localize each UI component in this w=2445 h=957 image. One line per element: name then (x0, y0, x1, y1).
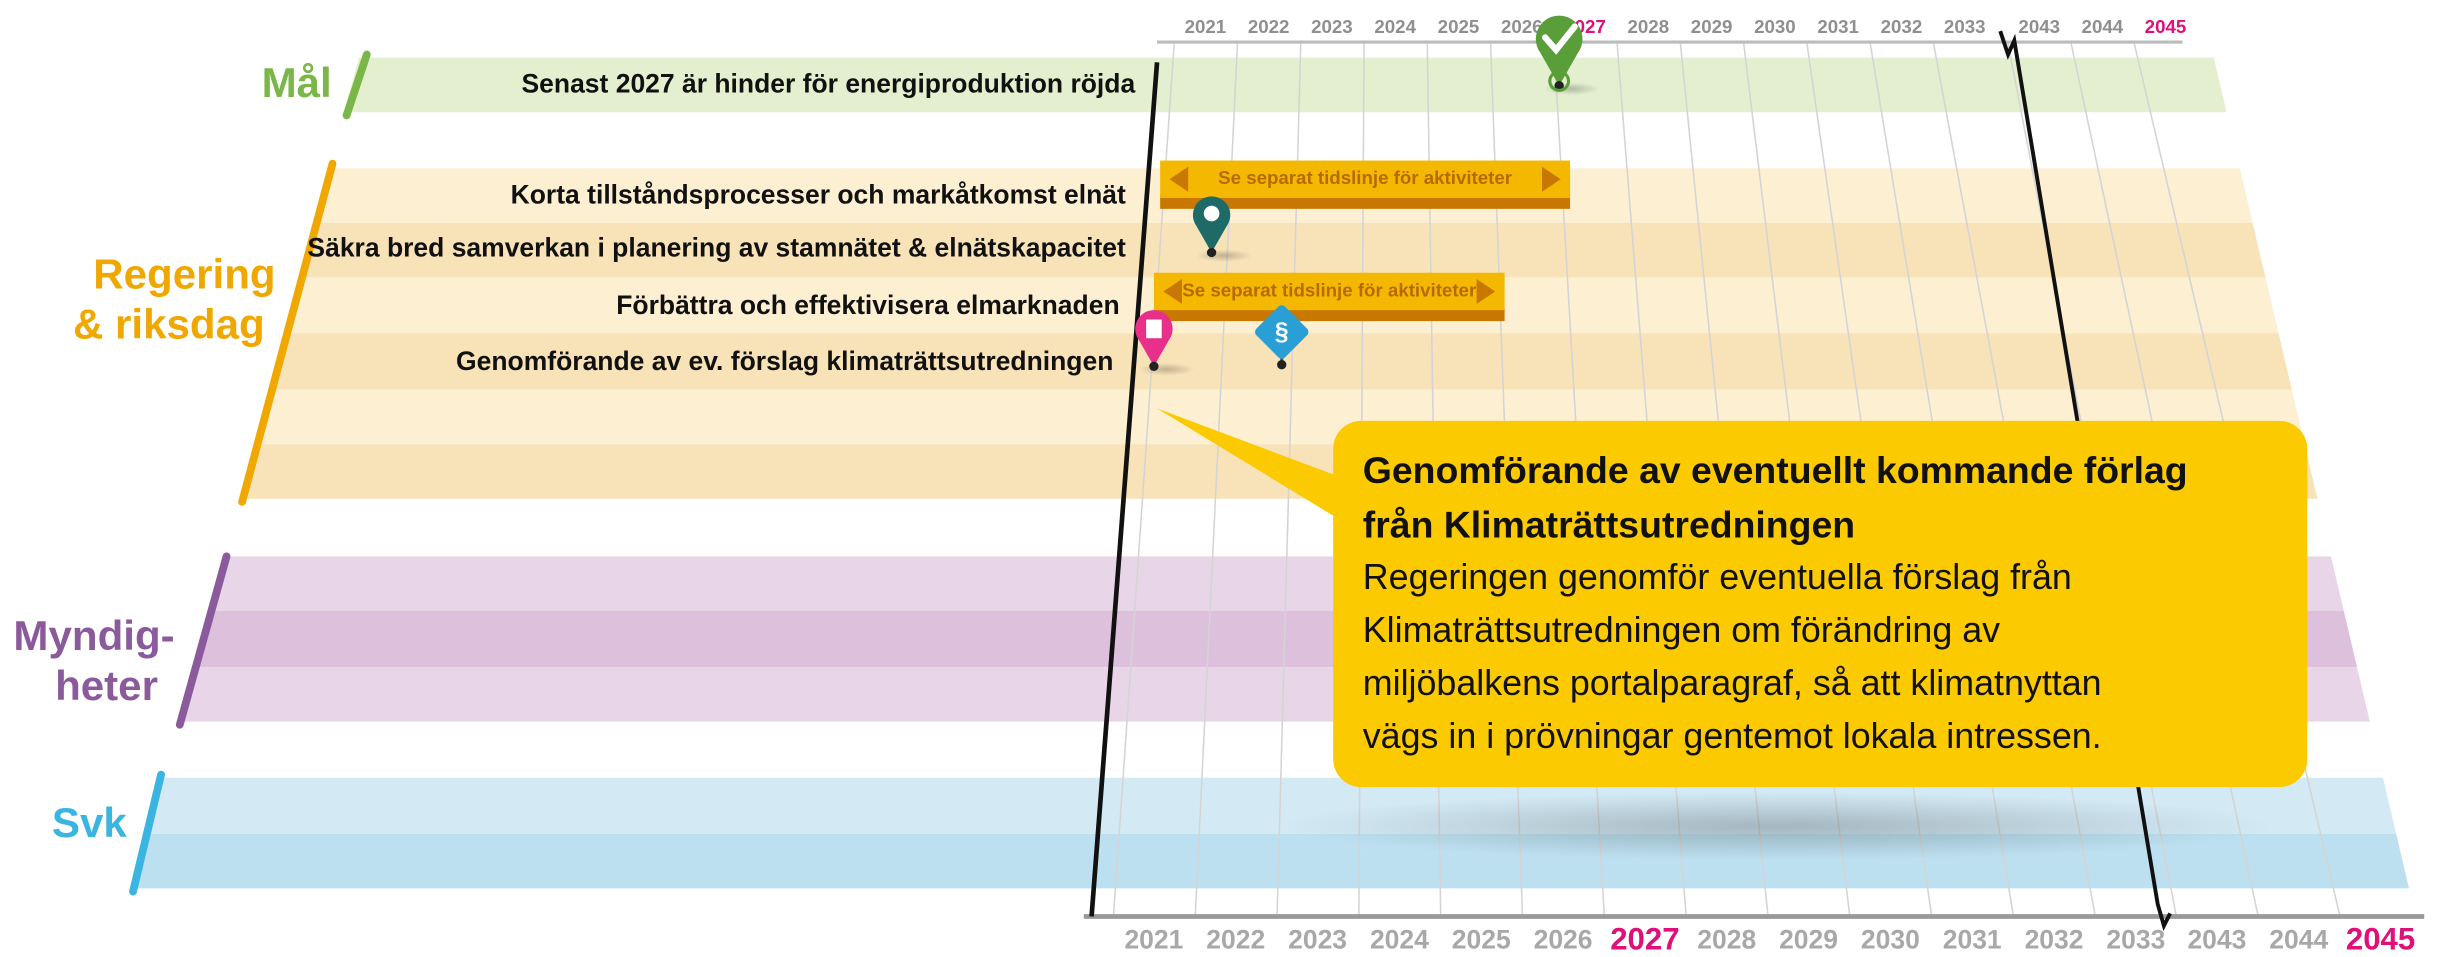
group-label: Mål (262, 59, 332, 106)
bar-label: Se separat tidslinje för aktiviteter (1218, 167, 1512, 188)
bottom-year-label: 2032 (2025, 924, 2084, 954)
bar-side (1160, 194, 1571, 209)
top-year-label: 2045 (2145, 16, 2187, 37)
group-label: Svk (52, 799, 127, 846)
callout-title: Genomförande av eventuellt kommande förl… (1363, 449, 2188, 491)
bottom-year-label: 2031 (1943, 924, 2002, 954)
bottom-year-label: 2045 (2346, 922, 2415, 957)
row-label: Säkra bred samverkan i planering av stam… (307, 232, 1126, 262)
row-label: Genomförande av ev. förslag klimaträttsu… (456, 346, 1113, 376)
pin-dot (1206, 247, 1217, 258)
law-symbol: § (1275, 318, 1289, 346)
bar-arrow (1169, 166, 1189, 192)
top-year-label: 2022 (1248, 16, 1290, 37)
top-year-label: 2031 (1817, 16, 1859, 37)
top-year-label: 2026 (1501, 16, 1543, 37)
callout-body: Regeringen genomför eventuella förslag f… (1363, 557, 2072, 597)
law-icon (1255, 305, 1309, 359)
top-year-label: 2030 (1754, 16, 1796, 37)
bottom-year-label: 2022 (1206, 924, 1265, 954)
bar-arrow (1542, 166, 1561, 192)
top-year-label: 2033 (1944, 16, 1986, 37)
foreground: 2021 2022 2023 2024 2025 2026 2027 2028 2029 2030… (13, 15, 2415, 957)
bottom-year-label: 2030 (1861, 924, 1920, 954)
top-year-label: 2025 (1438, 16, 1480, 37)
group-slash (175, 552, 231, 729)
pin-dot (1149, 361, 1159, 371)
pin-dot (1277, 360, 1287, 370)
bottom-year-label: 2026 (1534, 924, 1593, 954)
callout-shadow (1278, 791, 2277, 861)
callout-body: vägs in i prövningar gentemot lokala int… (1363, 716, 2102, 756)
top-year-label: 2023 (1311, 16, 1353, 37)
top-year-label: 2029 (1691, 16, 1733, 37)
bar-side (1153, 307, 1505, 322)
pin (1135, 310, 1173, 367)
goal-ring (1548, 70, 1571, 92)
bottom-year-label: 2024 (1370, 924, 1429, 954)
bar-arrow (1476, 278, 1496, 304)
bottom-year-label: 2027 (1610, 922, 1679, 957)
top-year-label: 2044 (2082, 16, 2124, 37)
bar-label: Se separat tidslinje för aktiviteter (1182, 279, 1476, 300)
row-label: Senast 2027 är hinder för energiprodukti… (522, 69, 1136, 99)
callout-title: från Klimaträttsutredningen (1363, 504, 1855, 546)
pin-hole (1203, 205, 1220, 222)
top-year-label: 2028 (1628, 16, 1670, 37)
bottom-year-label: 2033 (2106, 924, 2165, 954)
row-label: Förbättra och effektivisera elmarknaden (616, 290, 1119, 320)
bottom-year-label: 2021 (1124, 924, 1183, 954)
callout-body: Klimaträttsutredningen om förändring av (1363, 610, 2000, 650)
row-label: Korta tillståndsprocesser och markåtkoms… (511, 179, 1126, 209)
bar-arrow (1163, 278, 1182, 304)
activity-bar (1160, 160, 1571, 198)
group-slash (238, 159, 337, 506)
top-year-label: 2043 (2018, 16, 2060, 37)
bottom-year-label: 2023 (1288, 924, 1347, 954)
bottom-year-label: 2043 (2187, 924, 2246, 954)
now-line (1089, 62, 1160, 917)
bottom-year-label: 2028 (1697, 924, 1756, 954)
activity-bar (1153, 272, 1505, 311)
pin-shadow (1196, 249, 1253, 262)
group-label: Regering (93, 251, 275, 298)
group-slash (129, 770, 165, 896)
group-slash (342, 50, 371, 120)
doc-icon (1146, 319, 1162, 339)
pin-dot (1554, 81, 1564, 91)
group-label: Myndig- (13, 612, 174, 659)
group-label: & riksdag (73, 300, 265, 347)
lane-band (344, 57, 2227, 113)
bottom-year-label: 2029 (1779, 924, 1838, 954)
pin-shadow (1138, 363, 1195, 376)
check-icon (1542, 23, 1578, 55)
group-label: heter (55, 662, 158, 709)
top-year-label: 2021 (1185, 16, 1227, 37)
lane-band (299, 222, 2266, 278)
pin (1192, 196, 1231, 253)
callout-body: miljöbalkens portalparagraf, så att klim… (1363, 663, 2102, 703)
top-year-label: 2024 (1374, 16, 1416, 37)
callout (1333, 420, 2308, 788)
top-year-label: 2032 (1881, 16, 1923, 37)
bottom-year-label: 2044 (2269, 924, 2328, 954)
bottom-year-label: 2025 (1452, 924, 1511, 954)
